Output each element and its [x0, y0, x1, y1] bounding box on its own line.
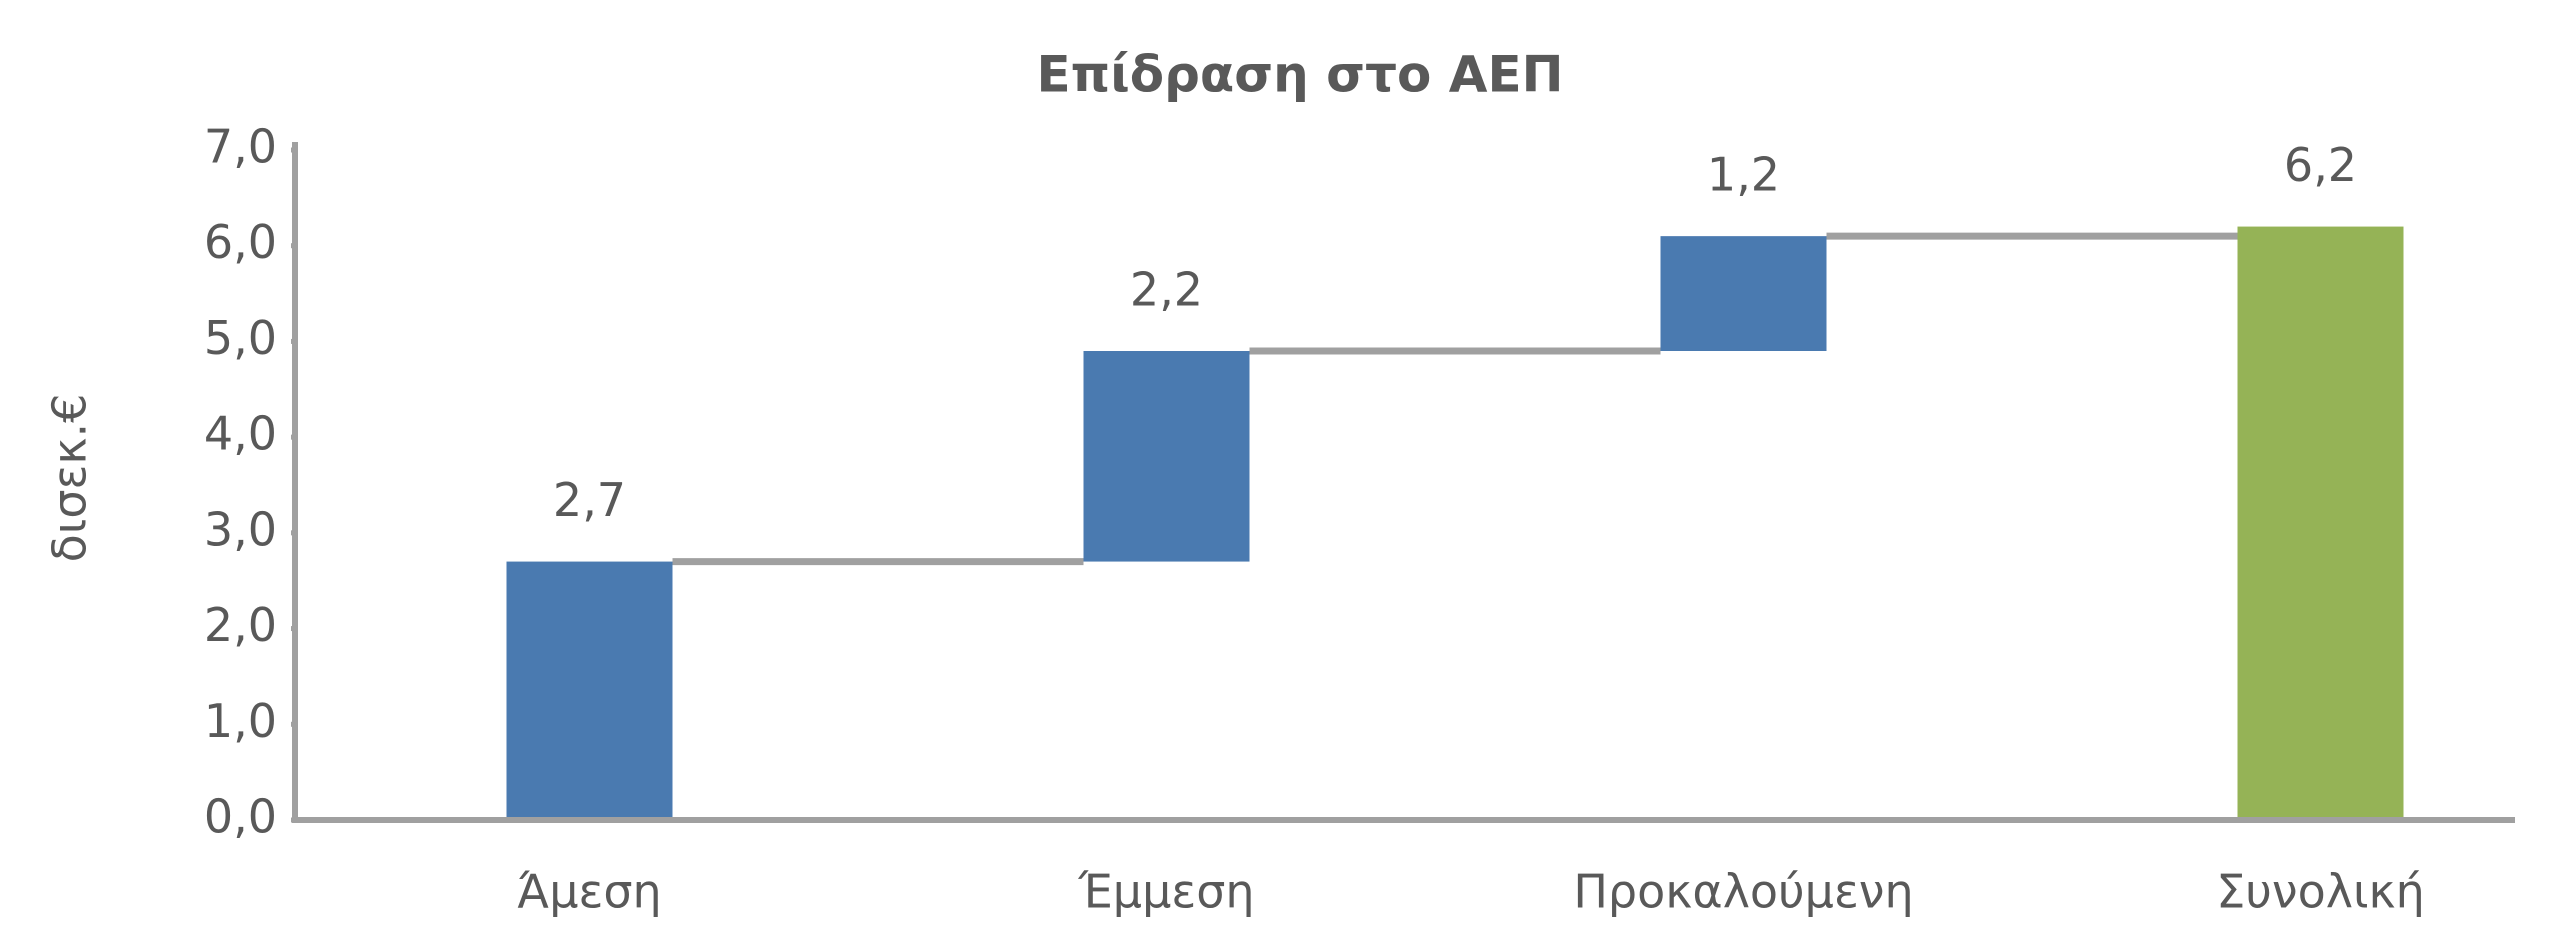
data-label: 2,2 — [1130, 263, 1203, 317]
y-tick-label: 0,0 — [204, 790, 277, 844]
bar — [506, 561, 673, 820]
chart-title: Επίδραση στο ΑΕΠ — [1037, 46, 1564, 104]
y-tick-label: 2,0 — [204, 598, 277, 652]
bar — [1083, 351, 1250, 562]
x-tick-label: Έμμεση — [1077, 865, 1254, 919]
bar — [2237, 226, 2404, 821]
x-tick-label: Συνολική — [2216, 865, 2425, 919]
y-tick-label: 6,0 — [204, 215, 277, 269]
data-label: 1,2 — [1707, 148, 1780, 202]
y-tick-label: 3,0 — [204, 502, 277, 556]
data-label: 6,2 — [2284, 138, 2357, 192]
y-tick-label: 7,0 — [204, 120, 277, 174]
y-tick-label: 1,0 — [204, 694, 277, 748]
y-axis-label: δισεκ.€ — [43, 394, 97, 563]
x-tick-label: Προκαλούμενη — [1573, 865, 1913, 919]
y-tick-label: 4,0 — [204, 407, 277, 461]
bar — [1660, 236, 1827, 351]
x-tick-label: Άμεση — [517, 865, 661, 919]
y-tick-label: 5,0 — [204, 311, 277, 365]
data-label: 2,7 — [553, 473, 626, 527]
